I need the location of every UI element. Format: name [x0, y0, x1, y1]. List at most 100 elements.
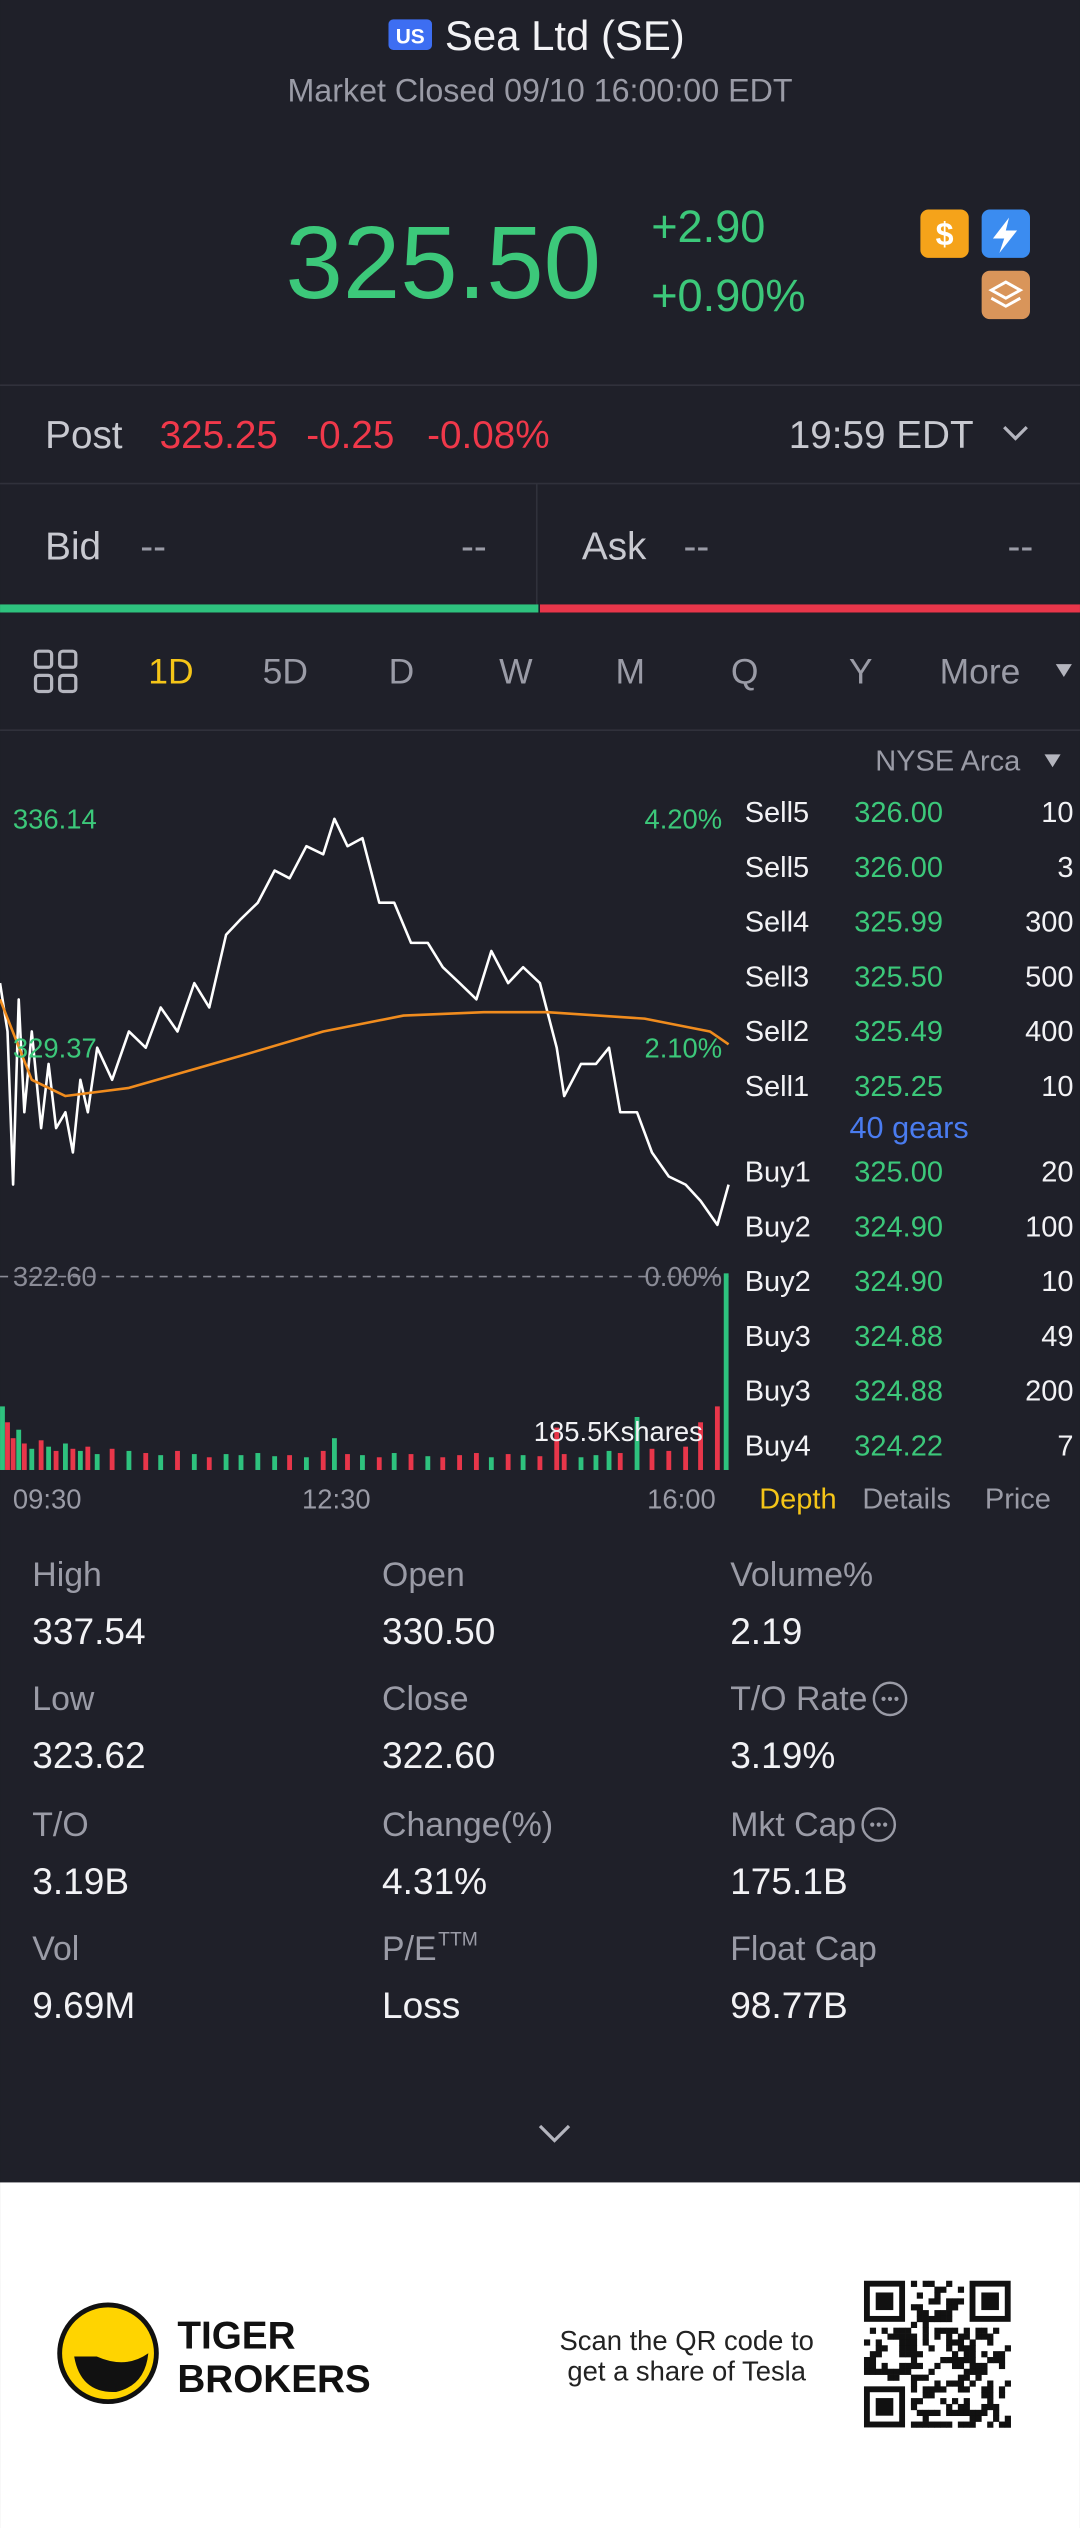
post-expand[interactable] [1003, 425, 1028, 441]
qr-cell [875, 2345, 882, 2352]
exchange-select[interactable]: NYSE Arca [875, 745, 1021, 777]
qr-cell [975, 2368, 982, 2375]
layout-toggle[interactable] [33, 649, 78, 694]
book-price: 324.90 [854, 1211, 943, 1243]
qr-cell [869, 2351, 877, 2358]
y-tick-label: 336.14 [13, 803, 97, 834]
volume-bar [698, 1422, 703, 1470]
panel-tab[interactable]: Price [985, 1484, 1051, 1516]
volume-bar [191, 1454, 197, 1470]
qr-cell [922, 2321, 929, 2329]
y-tick-label: 329.37 [13, 1032, 97, 1063]
info-icon[interactable] [872, 1681, 908, 1717]
volume-bar [360, 1455, 365, 1470]
volume-bar [723, 1273, 729, 1470]
book-price: 325.49 [854, 1016, 943, 1048]
qr-cell [863, 2368, 871, 2375]
qr-cell [940, 2315, 947, 2323]
qr-cell [951, 2362, 959, 2370]
volume-bar [158, 1455, 164, 1470]
period-tab[interactable]: Y [849, 651, 873, 691]
brand-line: TIGER [177, 2314, 295, 2357]
volume-bar [457, 1455, 462, 1470]
qr-cell [963, 2409, 970, 2417]
volume-bar [10, 1438, 16, 1470]
price-change: +2.90 [651, 201, 765, 252]
qr-cell [957, 2345, 965, 2352]
book-side: Buy4 [745, 1430, 811, 1462]
qr-cell [993, 2351, 1000, 2358]
exchange-arrow[interactable] [1044, 754, 1061, 768]
panel-tab[interactable]: Depth [759, 1484, 836, 1516]
price-line [0, 817, 730, 1227]
more-arrow[interactable] [1055, 664, 1072, 677]
volume-bar [94, 1454, 100, 1470]
qr-cell [987, 2392, 994, 2399]
stat-value: 337.54 [32, 1610, 145, 1652]
qr-cell [910, 2398, 918, 2405]
stat-value: 323.62 [32, 1734, 145, 1776]
book-price: 325.99 [854, 907, 943, 939]
qr-cell [951, 2398, 959, 2405]
qr-cell [946, 2421, 953, 2428]
book-size: 10 [1041, 797, 1073, 829]
qr-cell [928, 2409, 935, 2417]
ask-size: -- [1007, 525, 1033, 568]
period-tab[interactable]: 1D [148, 651, 193, 691]
qr-cell [981, 2333, 988, 2340]
ask-price: -- [683, 525, 709, 568]
qr-cell [869, 2357, 877, 2364]
volume-bar [21, 1443, 27, 1470]
book-size: 20 [1041, 1156, 1073, 1188]
logo [57, 2302, 159, 2405]
volume-bar [649, 1448, 655, 1470]
qr-cell [922, 2392, 929, 2399]
qr-cell [946, 2333, 953, 2340]
book-side: Sell5 [745, 797, 810, 829]
volume-bar [520, 1455, 526, 1470]
panel-tab[interactable]: Details [862, 1484, 951, 1516]
book-size: 200 [1025, 1376, 1073, 1408]
icon-dollar[interactable] [920, 209, 969, 258]
period-tab[interactable]: W [499, 651, 533, 691]
feature-icons: $ [920, 209, 1030, 320]
qr-cell [946, 2304, 953, 2311]
qr-cell [916, 2310, 923, 2317]
qr-cell [951, 2304, 959, 2311]
period-tab[interactable]: D [389, 651, 415, 691]
volume-bar [16, 1429, 22, 1470]
period-tab[interactable]: M [615, 651, 645, 691]
period-tab[interactable]: Q [731, 651, 759, 691]
period-tab[interactable]: 5D [263, 651, 308, 691]
volume-bar [425, 1456, 431, 1470]
book-price: 324.88 [854, 1376, 943, 1408]
qr-cell [946, 2310, 953, 2317]
stat-label: Vol [32, 1930, 79, 1968]
qr-cell [910, 2380, 918, 2387]
info-icon[interactable] [861, 1807, 897, 1842]
icon-layers[interactable] [981, 270, 1030, 320]
qr-cell [946, 2280, 953, 2287]
qr-cell [969, 2351, 976, 2358]
qr-cell [934, 2292, 941, 2299]
qr-cell [893, 2368, 900, 2375]
qr-cell [975, 2415, 982, 2422]
qr-cell [987, 2403, 994, 2411]
y2-tick-label: 2.10% [644, 1032, 722, 1063]
qr-cell [922, 2339, 929, 2346]
qr-cell [963, 2386, 970, 2393]
qr-cell [910, 2357, 918, 2364]
stat-label: Change(%) [382, 1806, 553, 1844]
brand-line: BROKERS [177, 2358, 370, 2401]
qr-cell [946, 2315, 953, 2323]
qr-cell [940, 2386, 947, 2393]
qr-cell [957, 2362, 965, 2370]
qr-cell [981, 2386, 988, 2393]
expand-chevron[interactable] [538, 2124, 571, 2143]
period-tab[interactable]: More [940, 651, 1021, 691]
grid-cell [58, 673, 78, 694]
qr-cell [922, 2327, 929, 2334]
qr-cell [987, 2380, 994, 2387]
qr-cell [981, 2351, 988, 2358]
qr-cell [975, 2374, 982, 2381]
